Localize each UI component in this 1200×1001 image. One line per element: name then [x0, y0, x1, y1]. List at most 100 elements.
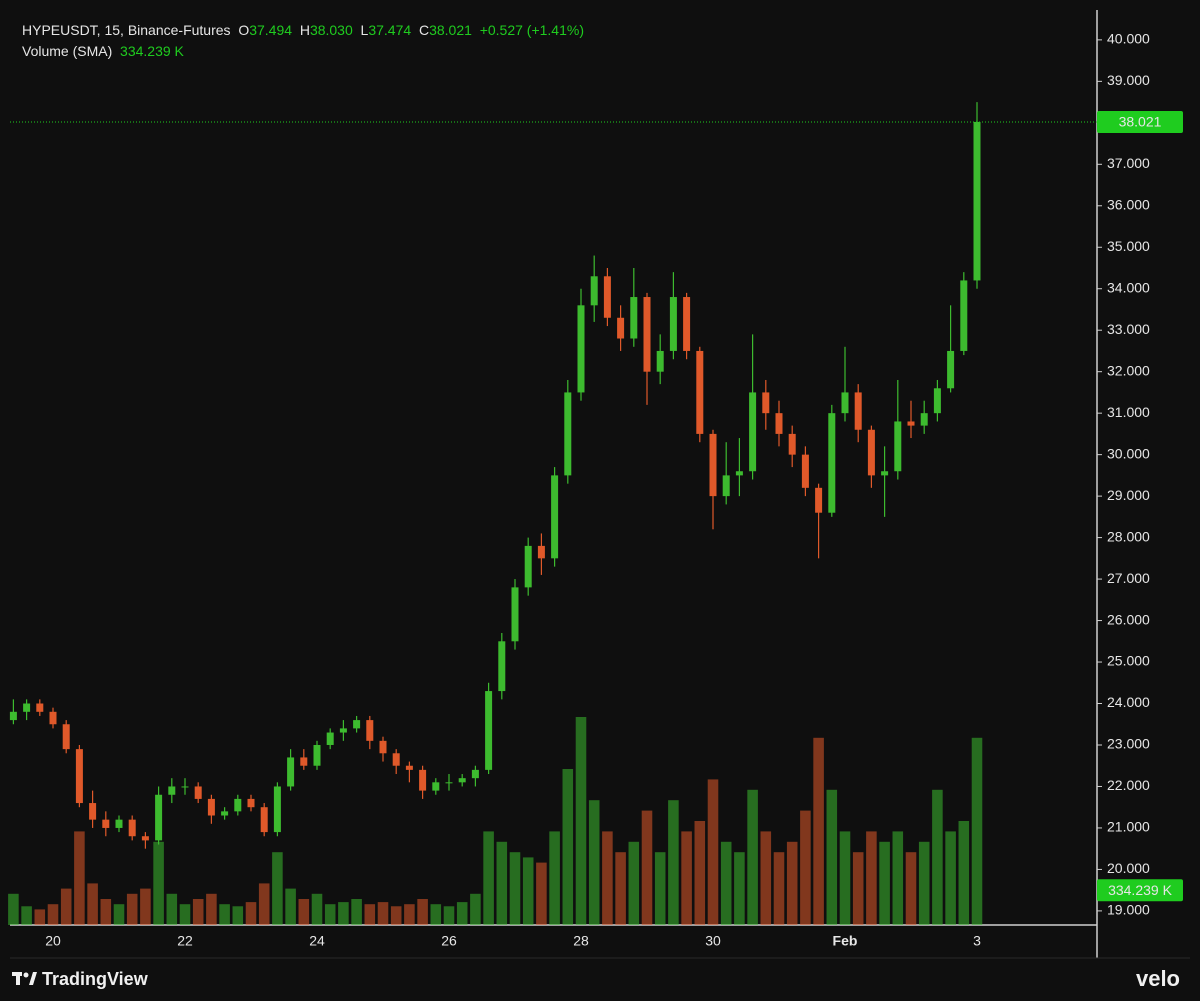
ohlc-value: 38.021: [429, 22, 472, 38]
volume-bar: [786, 841, 798, 925]
volume-bar: [443, 906, 455, 925]
candle-body: [353, 720, 361, 729]
volume-bar: [8, 893, 19, 925]
volume-bar: [654, 852, 666, 925]
candle-body: [630, 297, 638, 339]
candle-body: [933, 388, 941, 414]
volume-bar: [21, 906, 32, 925]
plot-area: [10, 10, 1097, 925]
candle-body: [339, 728, 347, 733]
y-tick-label: 35.000: [1107, 238, 1150, 254]
candle-body: [788, 433, 796, 455]
volume-bar: [232, 906, 244, 925]
volume-bar: [298, 899, 310, 925]
candle-body: [326, 732, 334, 745]
volume-bar: [285, 888, 296, 925]
candle-body: [683, 297, 691, 351]
candle-body: [62, 724, 70, 750]
y-tick-label: 26.000: [1107, 611, 1150, 627]
last-price-label: 38.021: [1119, 114, 1162, 130]
candle-body: [234, 798, 242, 812]
ohlc-value: 37.494: [249, 22, 293, 38]
volume-bar: [575, 717, 587, 925]
volume-bar: [166, 893, 178, 925]
y-tick-label: 28.000: [1107, 528, 1150, 544]
volume-bar: [694, 821, 706, 925]
tradingview-logo: [12, 972, 37, 985]
x-tick-label: 30: [705, 933, 721, 949]
volume-bar: [113, 904, 125, 925]
last-price-box: [1097, 110, 1183, 133]
candle-body: [379, 740, 387, 754]
candle-body: [696, 350, 704, 434]
candle-body: [867, 429, 875, 476]
candle-body: [854, 392, 862, 430]
candle-body: [287, 757, 295, 787]
symbol: HYPEUSDT, 15, Binance-Futures: [22, 22, 231, 38]
candle-body: [498, 641, 506, 692]
legend-volume: Volume (SMA) 334.239 K: [22, 43, 184, 59]
candle-body: [49, 711, 57, 725]
volume-bar: [496, 841, 508, 925]
volume-bar: [773, 852, 785, 925]
y-tick-label: 39.000: [1107, 72, 1150, 88]
volume-bar: [60, 888, 72, 925]
ohlc-value: 37.474: [368, 22, 412, 38]
volume-bar: [720, 841, 732, 925]
y-tick-label: 23.000: [1107, 736, 1150, 752]
volume-bar: [245, 902, 257, 925]
volume-bar: [628, 841, 640, 925]
candle-body: [36, 703, 44, 712]
volume-bar: [800, 810, 811, 925]
y-tick-label: 30.000: [1107, 445, 1150, 461]
candle-body: [458, 778, 466, 783]
volume-bar: [192, 899, 204, 925]
volume-bar: [707, 779, 719, 925]
volume-bar: [734, 852, 745, 925]
volume-bar: [404, 904, 415, 925]
source: velo: [1135, 966, 1180, 991]
volume-bar: [813, 737, 824, 925]
x-tick-label: 22: [177, 933, 193, 949]
candle-body: [524, 545, 532, 588]
volume-bar: [140, 888, 151, 925]
candle-body: [141, 836, 149, 841]
volume-bar: [932, 789, 943, 925]
candle-body: [89, 803, 97, 820]
volume-bar: [390, 906, 402, 925]
y-tick-label: 32.000: [1107, 362, 1150, 378]
volume-bar: [74, 831, 85, 925]
y-tick-label: 36.000: [1107, 196, 1150, 212]
volume-bar: [641, 810, 653, 925]
volume-bar: [179, 904, 191, 925]
volume-bar: [206, 893, 217, 925]
candle-body: [445, 782, 453, 784]
volume-bar: [588, 800, 600, 925]
candle-body: [23, 703, 31, 712]
candle-body: [894, 421, 902, 472]
y-tick-label: 29.000: [1107, 487, 1150, 503]
volume-bar: [364, 904, 376, 925]
volume-bar: [470, 893, 481, 925]
y-tick-label: 19.000: [1107, 902, 1150, 918]
candle-body: [75, 749, 83, 804]
candle-body: [881, 471, 889, 476]
volume-bar: [324, 904, 336, 925]
volume-bar: [892, 831, 904, 925]
volume-bar: [852, 852, 864, 925]
x-tick-label: 20: [45, 933, 61, 949]
volume-bar: [509, 852, 521, 925]
candle-body: [577, 305, 585, 393]
legend-price: HYPEUSDT, 15, Binance-Futures O37.494 H3…: [22, 22, 584, 38]
candle-body: [485, 691, 493, 770]
volume-bar: [866, 831, 877, 925]
candle-body: [749, 392, 757, 472]
volume-bar: [879, 841, 890, 925]
candle-body: [300, 757, 308, 766]
volume-bar: [615, 852, 626, 925]
candle-body: [168, 786, 176, 795]
volume-bar: [258, 883, 270, 925]
candle-body: [221, 811, 229, 816]
candle-body: [128, 819, 136, 837]
x-tick-label: 28: [573, 933, 589, 949]
